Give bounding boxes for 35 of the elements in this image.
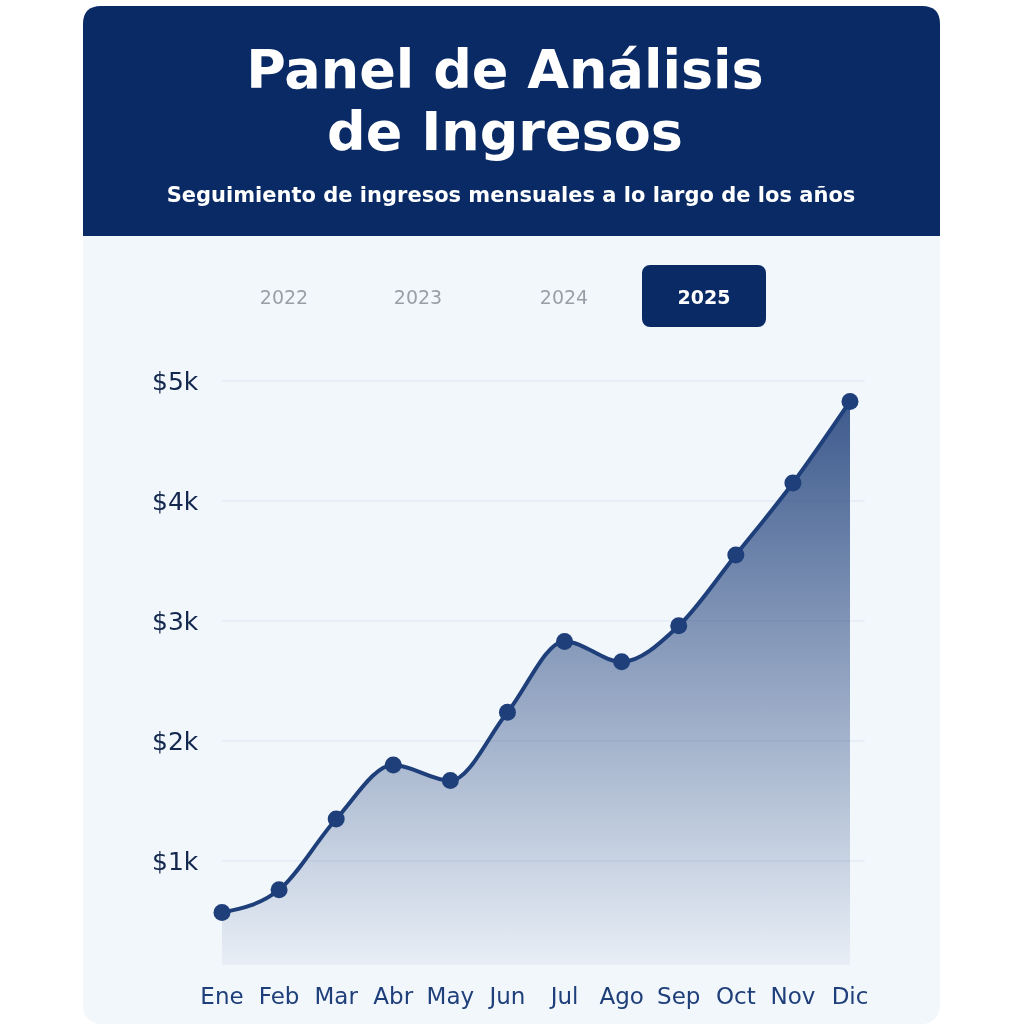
point — [213, 904, 231, 922]
x-tick-label: Abr — [373, 983, 414, 1009]
y-tick-label: $4k — [152, 487, 199, 516]
text: 2023 — [393, 286, 443, 308]
point — [384, 756, 402, 774]
x-tick-label: May — [426, 983, 475, 1009]
x-tick-label: Ago — [599, 983, 644, 1009]
point — [556, 632, 574, 650]
x-tick-label: Jun — [487, 983, 526, 1009]
y-tick-label: $2k — [152, 727, 199, 756]
x-tick-label: Dic — [831, 983, 869, 1009]
text: 2022 — [259, 286, 309, 308]
point — [498, 703, 516, 721]
point — [784, 474, 802, 492]
x-tick-label: Feb — [258, 983, 300, 1009]
x-tick-label: Ene — [200, 983, 244, 1009]
chart-subtitle: Seguimiento de ingresos mensuales a lo largo de los años — [166, 183, 856, 207]
point — [841, 392, 859, 410]
x-tick-label: Mar — [314, 983, 359, 1009]
chart-title: Panel de Análisis de Ingresos — [246, 38, 764, 163]
point — [727, 546, 745, 564]
point — [613, 653, 631, 671]
point — [441, 772, 459, 790]
text: 2024 — [539, 286, 589, 308]
x-tick-label: Nov — [770, 983, 816, 1009]
point — [670, 617, 688, 635]
x-tick-label: Sep — [657, 983, 701, 1009]
x-tick-label: Jul — [548, 983, 579, 1009]
y-tick-label: $1k — [152, 847, 199, 876]
text: 2025 — [677, 286, 731, 308]
y-tick-label: $3k — [152, 607, 199, 636]
point — [270, 881, 288, 899]
y-tick-label: $5k — [152, 367, 199, 396]
point — [327, 810, 345, 828]
x-tick-label: Oct — [715, 983, 756, 1009]
